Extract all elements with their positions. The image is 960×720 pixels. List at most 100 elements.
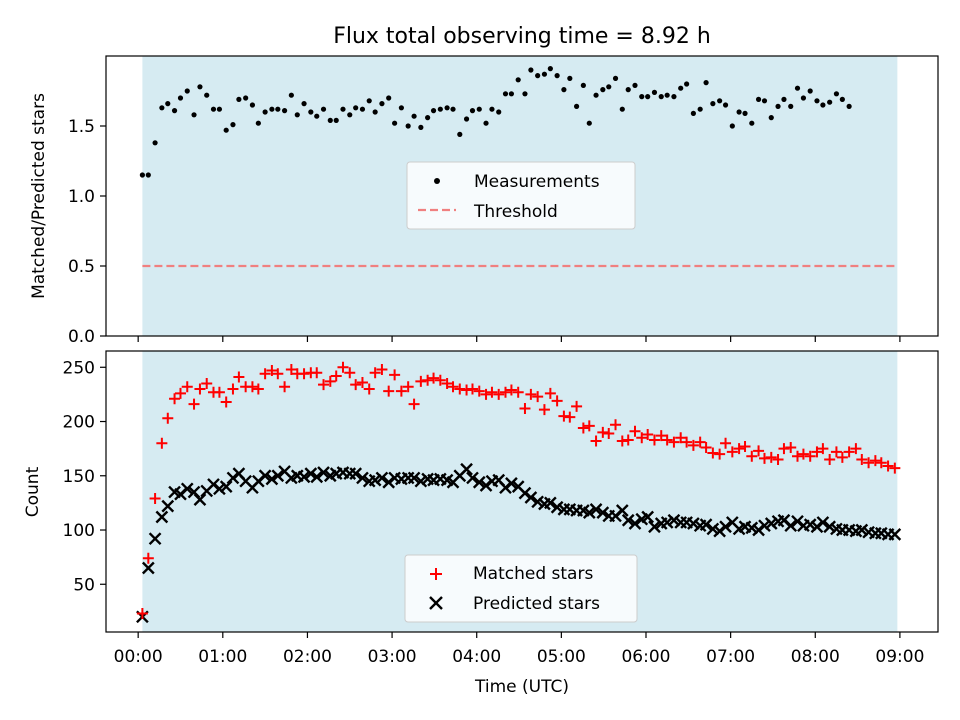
measurement-point	[690, 110, 696, 116]
bottom-y-ticks: 50 100 150 200 250	[63, 358, 106, 595]
measurement-point	[573, 103, 580, 109]
chart-title: Flux total observing time = 8.92 h	[333, 24, 711, 49]
measurement-point	[619, 106, 625, 112]
measurement-point	[177, 95, 184, 101]
matched-star-point	[610, 419, 622, 431]
measurement-point	[755, 96, 762, 102]
matched-star-point	[551, 395, 563, 407]
measurement-point	[664, 92, 670, 98]
predicted-star-point	[466, 471, 479, 485]
measurement-point	[600, 87, 606, 93]
matched-star-point	[636, 432, 648, 444]
measurement-point	[262, 109, 268, 115]
predicted-star-point	[628, 517, 642, 530]
matched-star-point	[383, 385, 395, 397]
matched-star-point	[797, 448, 809, 460]
measurement-point	[269, 106, 275, 112]
top-y-tick-label: 0.0	[68, 327, 95, 347]
matched-star-point	[441, 378, 453, 390]
matched-star-point	[720, 437, 732, 449]
matched-star-point	[889, 462, 901, 474]
bottom-y-tick-label: 100	[63, 521, 95, 541]
predicted-star-point	[219, 480, 233, 493]
matched-star-point	[863, 457, 875, 469]
matched-star-point	[753, 445, 765, 457]
matched-star-point	[233, 371, 245, 383]
matched-star-point	[772, 453, 784, 465]
matched-star-point	[447, 381, 459, 393]
measurement-point	[398, 105, 404, 111]
matched-star-point	[272, 368, 284, 380]
measurement-point	[340, 106, 346, 112]
matched-star-point	[519, 403, 531, 415]
predicted-star-point	[180, 482, 194, 496]
matched-star-point	[454, 383, 466, 395]
legend-threshold-label: Threshold	[473, 202, 558, 222]
legend-matched-marker	[430, 568, 442, 580]
matched-star-point	[473, 385, 485, 397]
predicted-star-point	[816, 516, 830, 529]
x-tick-label: 06:00	[621, 647, 670, 667]
matched-star-point	[344, 367, 356, 379]
measurement-point	[820, 102, 826, 108]
matched-star-point	[792, 450, 803, 462]
matched-star-point	[227, 383, 239, 395]
matched-star-point	[156, 437, 168, 449]
measurement-point	[606, 84, 612, 90]
matched-star-point	[259, 368, 271, 380]
measurement-point	[678, 85, 684, 91]
measurement-point	[703, 80, 709, 86]
matched-star-point	[525, 388, 537, 400]
matched-star-point	[824, 453, 836, 465]
measurement-point	[333, 117, 339, 123]
bottom-x-ticks: 00:00 01:00 02:00 03:00 04:00 05:00 06:00 07:00…	[114, 632, 924, 667]
measurement-point	[223, 127, 229, 133]
matched-star-point	[564, 411, 576, 423]
measurement-point	[522, 91, 528, 97]
measurement-point	[294, 112, 300, 118]
matched-star-point	[629, 425, 641, 437]
top-marks	[139, 66, 898, 268]
matched-star-point	[389, 369, 401, 381]
measurement-point	[379, 101, 385, 107]
predicted-star-point	[356, 471, 369, 485]
measurement-point	[651, 89, 658, 95]
measurement-point	[171, 108, 178, 114]
matched-star-point	[830, 446, 842, 458]
measurement-point	[508, 91, 515, 97]
matched-star-point	[201, 378, 213, 390]
matched-star-point	[461, 384, 473, 396]
bottom-y-tick-label: 250	[63, 358, 95, 378]
predicted-star-point	[141, 561, 155, 575]
measurement-point	[184, 88, 190, 94]
measurement-point	[645, 94, 651, 100]
measurement-point	[658, 94, 664, 100]
measurement-point	[561, 87, 567, 93]
matched-star-point	[136, 608, 148, 620]
measurement-point	[625, 87, 631, 93]
measurement-point	[768, 115, 774, 121]
matched-star-point	[162, 412, 174, 424]
matched-star-point	[765, 451, 777, 463]
matched-star-point	[486, 386, 498, 398]
measurement-point	[814, 98, 820, 104]
measurement-point	[729, 123, 735, 129]
matched-star-point	[376, 363, 388, 375]
measurement-point	[586, 120, 592, 126]
measurement-point	[580, 82, 586, 88]
predicted-star-point	[148, 532, 162, 546]
measurement-point	[502, 91, 509, 97]
measurement-point	[807, 88, 813, 94]
measurement-point	[463, 116, 470, 122]
matched-star-point	[213, 386, 225, 398]
measurement-point	[366, 98, 372, 104]
measurement-point	[197, 84, 203, 90]
matched-star-point	[428, 372, 440, 384]
matched-star-point	[363, 383, 375, 395]
bottom-legend-box	[404, 554, 638, 623]
matched-star-point	[733, 443, 745, 455]
matched-star-point	[681, 436, 693, 448]
matched-star-point	[395, 385, 407, 397]
legend-measurements-label: Measurements	[474, 172, 600, 192]
predicted-star-point	[641, 510, 655, 524]
